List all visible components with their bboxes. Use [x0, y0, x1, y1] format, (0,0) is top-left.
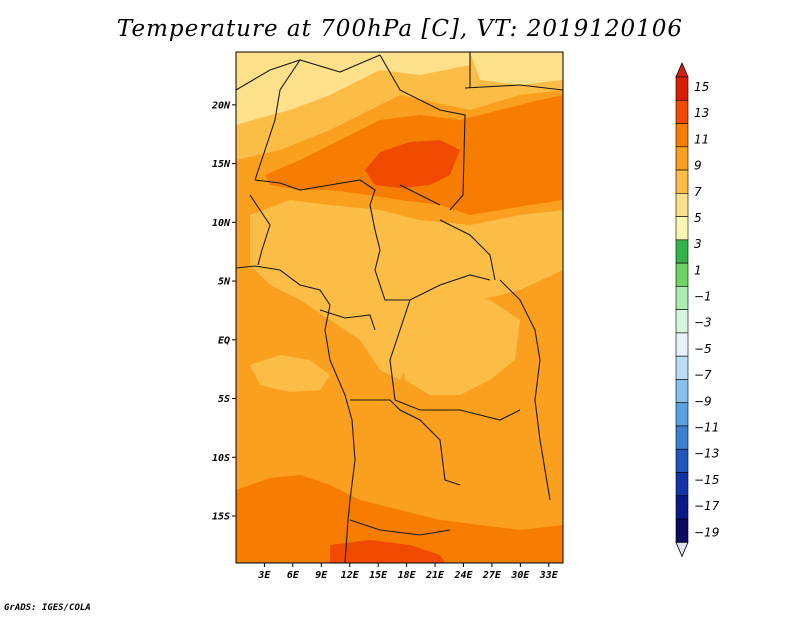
colorbar-swatch [675, 286, 689, 310]
lat-tick-label: 10N [212, 218, 231, 229]
colorbar-label: −19 [694, 525, 719, 539]
colorbar-swatch [675, 402, 689, 427]
lat-tick-label: 5S [218, 394, 230, 405]
colorbar: 15 13 11 9 7 5 3 1 −1 −3 −5 −7 −9 −11 −13 −15 −17 −19 [675, 61, 720, 558]
colorbar-swatch [675, 146, 689, 171]
lon-tick-label: 30E [510, 570, 530, 581]
colorbar-swatch [675, 332, 689, 357]
colorbar-swatch [675, 425, 689, 450]
lon-tick-label: 21E [425, 570, 445, 581]
temp-band-13-15-south [330, 540, 445, 563]
colorbar-label: −9 [694, 394, 712, 408]
country-borders [236, 52, 563, 563]
colorbar-swatch [675, 239, 689, 264]
colorbar-label: −5 [694, 342, 712, 356]
lat-tick-label: 15N [212, 159, 231, 170]
colorbar-label: 11 [694, 132, 709, 146]
lon-tick-label: 3E [257, 570, 271, 581]
temp-band-11-13-south [236, 475, 563, 563]
colorbar-label: 15 [694, 80, 709, 94]
colorbar-swatch [675, 472, 689, 497]
colorbar-swatch [675, 309, 689, 334]
lat-tick-label: 15S [212, 512, 230, 523]
colorbar-label: 13 [694, 106, 709, 120]
colorbar-label: −13 [694, 447, 719, 461]
colorbar-label: 3 [694, 237, 702, 251]
lon-tick-label: 12E [341, 570, 360, 581]
lon-tick-label: 15E [369, 570, 388, 581]
lat-tick-label: 5N [218, 277, 231, 288]
colorbar-swatch [675, 518, 689, 543]
colorbar-swatch [675, 123, 689, 148]
longitude-axis: 3E 6E 9E 12E 15E 18E 21E 24E 27E 30E 33E [257, 563, 559, 581]
temp-band-5-7-northeast [470, 52, 563, 85]
temp-band-7-9-congo [400, 290, 520, 395]
colorbar-bottom-arrow [675, 541, 689, 558]
lat-tick-label: EQ [218, 335, 230, 346]
lon-tick-label: 9E [315, 570, 328, 581]
lon-tick-label: 27E [482, 570, 502, 581]
temp-band-13-15-core [365, 140, 460, 188]
colorbar-label: −15 [694, 473, 719, 487]
temp-band-5-7-north [236, 52, 470, 125]
colorbar-label: −1 [694, 290, 712, 304]
colorbar-swatch [675, 169, 689, 194]
colorbar-label: 7 [694, 185, 702, 199]
map-title: Temperature at 700hPa [C], VT: 201912010… [116, 16, 684, 42]
colorbar-swatch [675, 448, 689, 473]
lon-tick-label: 24E [453, 570, 473, 581]
lon-tick-label: 18E [398, 570, 417, 581]
colorbar-label: 1 [694, 263, 702, 277]
colorbar-swatch [675, 379, 689, 404]
colorbar-swatch [675, 355, 689, 380]
lat-tick-label: 10S [212, 453, 230, 464]
colorbar-label: −7 [694, 368, 712, 382]
colorbar-label: 9 [694, 159, 702, 173]
map-frame [235, 51, 564, 564]
colorbar-swatch [675, 76, 689, 101]
colorbar-swatch [675, 99, 689, 124]
colorbar-swatch [675, 216, 689, 241]
colorbar-swatch [675, 262, 689, 287]
latitude-axis: 20N 15N 10N 5N EQ 5S 10S 15S [211, 100, 236, 523]
lon-tick-label: 6E [287, 570, 300, 581]
colorbar-swatch [675, 495, 689, 520]
colorbar-label: 5 [694, 211, 702, 225]
lat-tick-label: 20N [211, 100, 231, 111]
colorbar-label: −11 [694, 421, 719, 435]
temp-band-7-9-west [250, 355, 330, 392]
lon-tick-label: 33E [539, 570, 559, 581]
colorbar-label: −3 [694, 316, 712, 330]
credit-label: GrADS: IGES/COLA [4, 603, 91, 613]
temp-band-7-9-central [250, 200, 563, 380]
colorbar-top-arrow [675, 61, 689, 78]
temperature-field [236, 52, 563, 563]
colorbar-label: −17 [694, 499, 720, 513]
colorbar-swatch [675, 193, 689, 217]
